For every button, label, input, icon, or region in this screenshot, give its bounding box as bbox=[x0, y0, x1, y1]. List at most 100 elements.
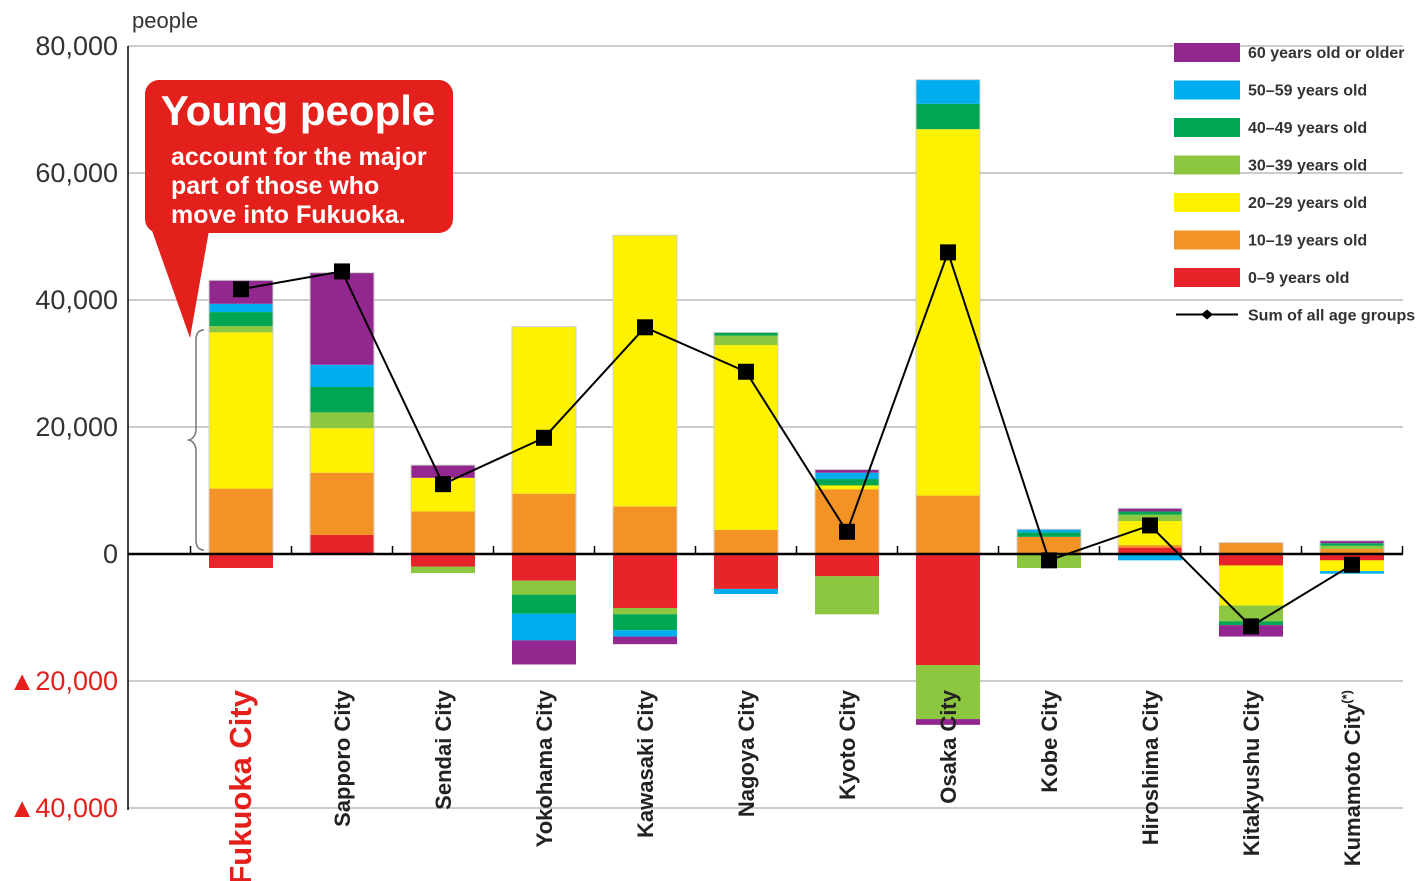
legend-label: 0–9 years old bbox=[1248, 270, 1349, 287]
bar-segment bbox=[916, 554, 980, 666]
axes bbox=[127, 46, 1404, 810]
bar-segment bbox=[1320, 548, 1384, 554]
bar-segment bbox=[815, 472, 879, 480]
bar-segment bbox=[815, 554, 879, 577]
category-label: Sendai City bbox=[431, 689, 456, 810]
callout-line-3: move into Fukuoka. bbox=[171, 201, 406, 229]
category-label: Kumamoto City(*) bbox=[1339, 690, 1365, 866]
bar-segment bbox=[613, 630, 677, 637]
category-name: Hiroshima City bbox=[1138, 689, 1163, 845]
bar-segment bbox=[613, 506, 677, 554]
legend-swatch bbox=[1174, 268, 1240, 287]
sum-point bbox=[536, 429, 552, 446]
category-name: Fukuoka City bbox=[223, 689, 258, 881]
bar-segment bbox=[310, 272, 374, 365]
bar-segment bbox=[209, 303, 273, 313]
bar-segment bbox=[1017, 529, 1081, 533]
sum-point bbox=[738, 363, 754, 380]
legend-swatch bbox=[1174, 43, 1240, 62]
category-name: Kawasaki City bbox=[633, 689, 658, 838]
sum-polyline bbox=[240, 249, 1353, 628]
sum-point bbox=[1243, 618, 1259, 635]
category-name: Nagoya City bbox=[734, 689, 759, 817]
legend-swatch bbox=[1174, 118, 1240, 137]
category-name: Kyoto City bbox=[835, 689, 860, 800]
bar-segment bbox=[310, 412, 374, 429]
sum-point bbox=[940, 244, 956, 261]
legend-label: 50–59 years old bbox=[1248, 83, 1367, 100]
bar-segment bbox=[209, 488, 273, 554]
category-name: Sendai City bbox=[431, 689, 456, 810]
bar-segment bbox=[1118, 511, 1182, 515]
sum-point bbox=[637, 319, 653, 336]
bar-segment bbox=[512, 554, 576, 581]
sum-point bbox=[1041, 552, 1057, 569]
bar-segment bbox=[310, 364, 374, 387]
callout-box: Young people account for the major part … bbox=[145, 80, 453, 338]
y-tick-label: 0 bbox=[103, 539, 118, 569]
legend-label: 40–49 years old bbox=[1248, 120, 1367, 137]
category-name: Sapporo City bbox=[330, 689, 355, 827]
bar-segment bbox=[209, 312, 273, 327]
bar-segment bbox=[209, 332, 273, 489]
bar-segment bbox=[613, 554, 677, 608]
sum-point bbox=[233, 281, 249, 298]
category-label: Kawasaki City bbox=[633, 689, 658, 838]
bar-segment bbox=[1118, 545, 1182, 548]
legend-swatch bbox=[1174, 80, 1240, 100]
bar-segment bbox=[916, 495, 980, 554]
bar-segment bbox=[1017, 532, 1081, 537]
bar-segment bbox=[411, 511, 475, 554]
y-tick-label: ▲20,000 bbox=[9, 666, 118, 696]
bar-segment bbox=[512, 613, 576, 641]
sum-point bbox=[334, 263, 350, 280]
legend-label: 10–19 years old bbox=[1248, 233, 1367, 250]
bar-segment bbox=[1320, 543, 1384, 546]
sum-point bbox=[839, 523, 855, 540]
category-label: Nagoya City bbox=[734, 689, 759, 817]
bar-segment bbox=[1320, 545, 1384, 549]
legend-swatch bbox=[1174, 155, 1240, 175]
y-tick-label: 40,000 bbox=[35, 285, 118, 315]
category-name: Osaka City bbox=[936, 689, 961, 803]
legend-swatch bbox=[1174, 230, 1240, 250]
bar-segment bbox=[1118, 508, 1182, 512]
bar-segment bbox=[1118, 547, 1182, 554]
bar-segment bbox=[815, 469, 879, 473]
bar-segment bbox=[1219, 565, 1283, 606]
y-tick-label: 80,000 bbox=[35, 31, 118, 61]
bar-segment bbox=[613, 607, 677, 615]
y-axis-tick-labels: 80,000 60,000 40,000 20,000 0 ▲20,000 ▲40,000 bbox=[9, 31, 118, 823]
legend: 60 years old or older 50–59 years old 40–4… bbox=[1174, 43, 1415, 325]
bar-segment bbox=[815, 576, 879, 615]
bar-segment bbox=[613, 614, 677, 631]
legend-label: 60 years old or older bbox=[1248, 45, 1405, 62]
category-label: Kobe City bbox=[1037, 689, 1062, 792]
category-name: Kobe City bbox=[1037, 689, 1062, 792]
bar-segment bbox=[916, 79, 980, 104]
bar-segment bbox=[916, 665, 980, 720]
sum-point bbox=[1344, 556, 1360, 573]
legend-label: Sum of all age groups bbox=[1248, 308, 1415, 325]
bar-segment bbox=[714, 332, 778, 336]
legend-line-marker bbox=[1201, 309, 1213, 320]
bar-segment bbox=[310, 428, 374, 473]
category-label: Hiroshima City bbox=[1138, 689, 1163, 845]
legend-label: 20–29 years old bbox=[1248, 195, 1367, 212]
bar-segment bbox=[310, 386, 374, 413]
bar-segment bbox=[613, 636, 677, 645]
bar-segment bbox=[916, 719, 980, 725]
bar-segment bbox=[815, 479, 879, 486]
bar-segment bbox=[1017, 536, 1081, 554]
category-label: Sapporo City bbox=[330, 689, 355, 827]
sum-point bbox=[435, 476, 451, 493]
bar-segment bbox=[815, 489, 879, 554]
category-labels: Fukuoka City Sapporo City Sendai City Yokoh… bbox=[223, 689, 1365, 881]
bar-segment bbox=[411, 554, 475, 567]
bar-segment bbox=[209, 326, 273, 333]
legend-swatch bbox=[1174, 193, 1240, 212]
category-name: Kumamoto City bbox=[1340, 703, 1365, 866]
category-label: Fukuoka City bbox=[223, 689, 258, 881]
y-tick-label: ▲40,000 bbox=[9, 793, 118, 823]
